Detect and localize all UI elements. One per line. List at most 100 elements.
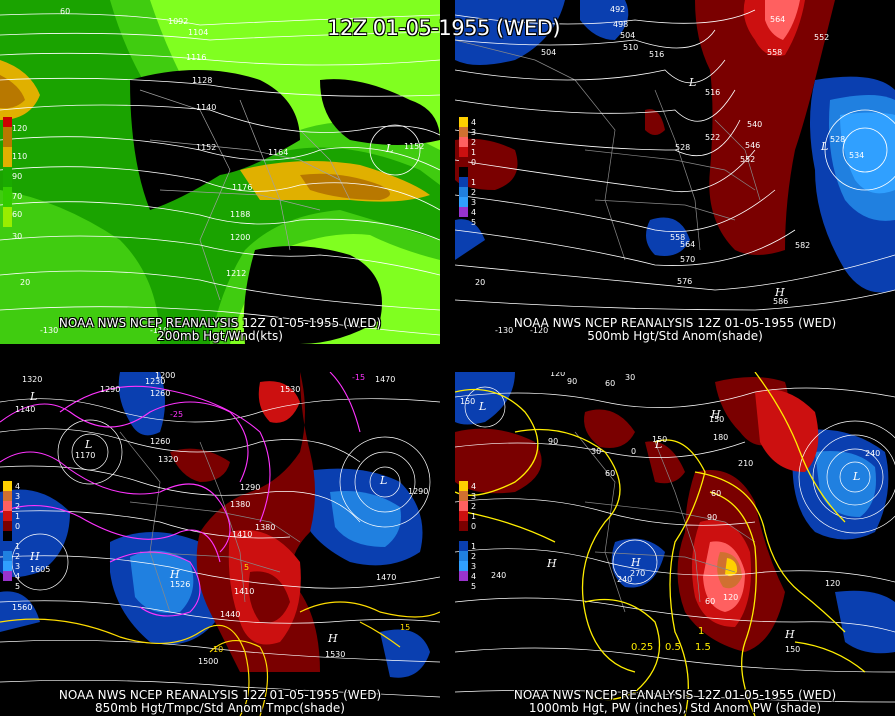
contour-label: 552 bbox=[814, 33, 829, 42]
map-200mb: 1092 1104 1116 1128 1140 1152 1164 1176 … bbox=[0, 0, 440, 344]
panel-200mb: 1092 1104 1116 1128 1140 1152 1164 1176 … bbox=[0, 0, 440, 344]
panel-caption-source: NOAA NWS NCEP REANALYSIS 12Z 01-05-1955 … bbox=[513, 688, 837, 702]
legend-label: 4 bbox=[15, 482, 20, 491]
contour-label: 1116 bbox=[186, 53, 206, 62]
legend-label: 60 bbox=[12, 210, 22, 219]
high-pressure-marker: H bbox=[774, 286, 785, 299]
contour-label: 1530 bbox=[280, 385, 300, 394]
contour-label: 270 bbox=[630, 569, 645, 578]
contour-label: 552 bbox=[740, 155, 755, 164]
legend-label: 3 bbox=[471, 128, 476, 137]
contour-label: 30 bbox=[625, 373, 635, 382]
isotherm-label: 10 bbox=[213, 645, 223, 654]
contour-label: 546 bbox=[745, 141, 760, 150]
legend-label: 4 bbox=[471, 118, 476, 127]
low-pressure-marker: L bbox=[688, 76, 696, 89]
pw-label: 0.25 bbox=[631, 642, 653, 653]
panel-caption-field: 1000mb Hgt, PW (inches), Std Anom PW (sh… bbox=[528, 701, 822, 715]
contour-label: 1470 bbox=[376, 573, 396, 582]
panel-850mb: 1320 1290 1230 1260 1200 1140 1170 1290 … bbox=[0, 372, 440, 716]
contour-label: 1140 bbox=[196, 103, 216, 112]
legend-label: 1 bbox=[15, 512, 20, 521]
legend-label: 2 bbox=[15, 552, 20, 561]
contour-label: 150 bbox=[460, 397, 475, 406]
contour-label: 1530 bbox=[325, 650, 345, 659]
edge-label: 60 bbox=[60, 7, 70, 16]
low-pressure-marker: L bbox=[385, 142, 393, 155]
contour-label: 498 bbox=[613, 20, 628, 29]
contour-label: 1290 bbox=[100, 385, 120, 394]
contour-label: 558 bbox=[670, 233, 685, 242]
contour-label: 30 bbox=[591, 447, 601, 456]
contour-label: 492 bbox=[610, 5, 625, 14]
contour-label: 1440 bbox=[220, 610, 240, 619]
isotherm-label: 5 bbox=[244, 563, 249, 572]
panel-1000mb: 120 90 60 30 150 150 60 90 30 0 150 180 … bbox=[455, 372, 895, 716]
legend-label: 110 bbox=[12, 152, 27, 161]
contour-label: 1260 bbox=[150, 437, 170, 446]
legend-label: 1 bbox=[15, 542, 20, 551]
contour-label: 510 bbox=[623, 43, 638, 52]
contour-label: 1152 bbox=[404, 142, 424, 151]
map-850mb: 1320 1290 1230 1260 1200 1140 1170 1290 … bbox=[0, 372, 440, 716]
contour-label: 1320 bbox=[158, 455, 178, 464]
legend-label: 0 bbox=[15, 522, 20, 531]
legend-label: 0 bbox=[471, 158, 476, 167]
contour-label: 558 bbox=[767, 48, 782, 57]
contour-label: 90 bbox=[707, 513, 717, 522]
contour-label: 1092 bbox=[168, 17, 188, 26]
contour-label: 1176 bbox=[232, 183, 252, 192]
contour-label: 1164 bbox=[268, 148, 288, 157]
contour-label: 1470 bbox=[375, 375, 395, 384]
contour-label: 120 bbox=[550, 372, 565, 378]
legend-label: 3 bbox=[15, 562, 20, 571]
wind-legend-labels: 120 110 90 70 60 30 bbox=[12, 124, 27, 241]
map-500mb: 492 498 504 510 504 516 516 522 528 546 … bbox=[455, 0, 895, 344]
legend-label: 2 bbox=[471, 188, 476, 197]
contour-label: 528 bbox=[675, 143, 690, 152]
contour-label: 1200 bbox=[155, 372, 175, 380]
legend-label: 4 bbox=[471, 482, 476, 491]
anomaly-legend-labels: 4 3 2 1 0 1 2 3 4 5 bbox=[15, 482, 20, 591]
panel-caption-source: NOAA NWS NCEP REANALYSIS 12Z 01-05-1955 … bbox=[513, 316, 837, 330]
panel-caption-source: NOAA NWS NCEP REANALYSIS 12Z 01-05-1955 … bbox=[58, 688, 382, 702]
contour-label: 1290 bbox=[408, 487, 428, 496]
contour-label: 1320 bbox=[22, 375, 42, 384]
contour-label: 150 bbox=[652, 435, 667, 444]
contour-label: 540 bbox=[747, 120, 762, 129]
low-pressure-marker: L bbox=[29, 390, 37, 403]
contour-label: 516 bbox=[705, 88, 720, 97]
legend-label: 5 bbox=[15, 582, 20, 591]
legend-label: 70 bbox=[12, 192, 22, 201]
edge-label: 20 bbox=[475, 278, 485, 287]
contour-label: 120 bbox=[723, 593, 738, 602]
low-pressure-marker: L bbox=[84, 438, 92, 451]
low-pressure-marker: L bbox=[852, 470, 860, 483]
contour-label: 504 bbox=[541, 48, 556, 57]
contour-label: 60 bbox=[605, 379, 615, 388]
anomaly-legend-labels: 4 3 2 1 0 1 2 3 4 5 bbox=[471, 118, 476, 227]
high-pressure-marker: H bbox=[784, 628, 795, 641]
legend-label: 30 bbox=[12, 232, 22, 241]
legend-label: 1 bbox=[471, 178, 476, 187]
contour-label: 1128 bbox=[192, 76, 212, 85]
contour-label: 1200 bbox=[230, 233, 250, 242]
contour-label: 60 bbox=[605, 469, 615, 478]
contour-label: 504 bbox=[620, 31, 635, 40]
contour-label: 528 bbox=[830, 135, 845, 144]
anomaly-legend bbox=[3, 481, 12, 581]
legend-label: 3 bbox=[471, 198, 476, 207]
contour-label: 150 bbox=[785, 645, 800, 654]
legend-label: 4 bbox=[471, 572, 476, 581]
contour-label: 1380 bbox=[230, 500, 250, 509]
contour-label: 1410 bbox=[232, 530, 252, 539]
high-pressure-marker: H bbox=[546, 557, 557, 570]
contour-label: 516 bbox=[649, 50, 664, 59]
contour-label: 1380 bbox=[255, 523, 275, 532]
isotherm-label: -15 bbox=[352, 373, 365, 382]
contour-label: 576 bbox=[677, 277, 692, 286]
contour-label: 582 bbox=[795, 241, 810, 250]
contour-label: 0 bbox=[631, 447, 636, 456]
main-title: 12Z 01-05-1955 (WED) bbox=[327, 16, 561, 40]
contour-label: 1170 bbox=[75, 451, 95, 460]
